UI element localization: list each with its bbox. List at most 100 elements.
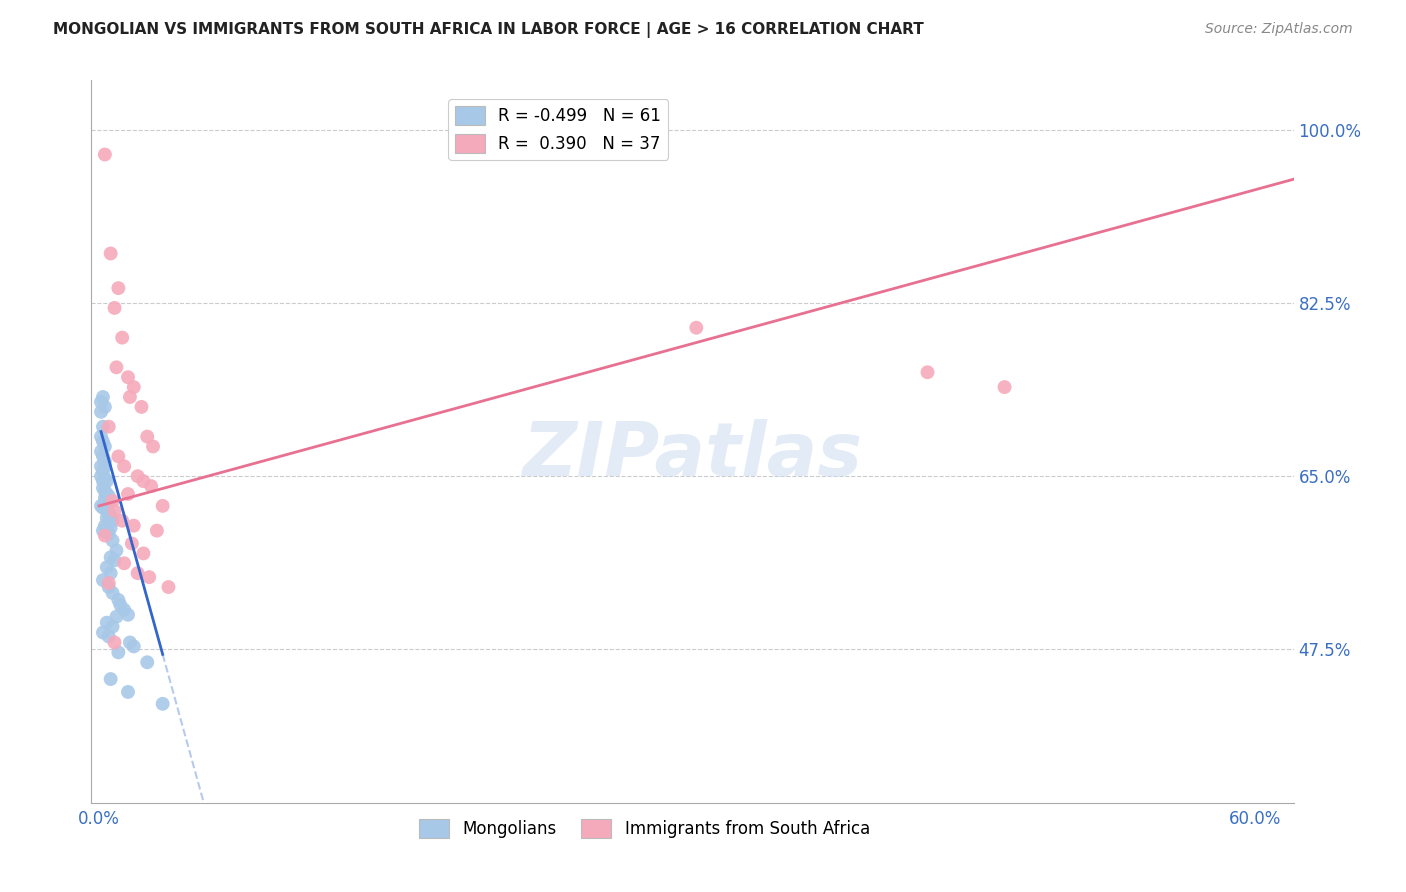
Point — [91, 625, 114, 640]
Point — [97, 526, 120, 541]
Point — [94, 400, 117, 414]
Legend: Mongolians, Immigrants from South Africa: Mongolians, Immigrants from South Africa — [412, 813, 876, 845]
Point — [103, 301, 125, 315]
Point — [107, 593, 129, 607]
Point — [112, 556, 135, 570]
Point — [97, 419, 120, 434]
Point — [91, 464, 114, 478]
Point — [118, 635, 141, 649]
Point — [122, 380, 145, 394]
Point — [94, 147, 117, 161]
Point — [90, 459, 112, 474]
Point — [94, 454, 117, 468]
Point — [993, 380, 1015, 394]
Point — [105, 360, 128, 375]
Point — [91, 573, 114, 587]
Point — [103, 635, 125, 649]
Text: Source: ZipAtlas.com: Source: ZipAtlas.com — [1205, 22, 1353, 37]
Point — [91, 390, 114, 404]
Point — [90, 444, 112, 458]
Point — [103, 553, 125, 567]
Point — [121, 536, 143, 550]
Point — [94, 518, 117, 533]
Point — [100, 672, 122, 686]
Point — [90, 405, 112, 419]
Point — [110, 598, 132, 612]
Point — [91, 434, 114, 449]
Point — [91, 474, 114, 488]
Point — [117, 487, 139, 501]
Point — [132, 474, 155, 488]
Point — [112, 603, 135, 617]
Point — [117, 370, 139, 384]
Point — [117, 607, 139, 622]
Point — [90, 469, 112, 483]
Point — [127, 566, 149, 581]
Point — [132, 546, 155, 560]
Point — [139, 479, 162, 493]
Point — [101, 619, 124, 633]
Point — [157, 580, 180, 594]
Point — [91, 419, 114, 434]
Point — [97, 576, 120, 591]
Point — [112, 459, 135, 474]
Point — [96, 494, 118, 508]
Point — [105, 609, 128, 624]
Point — [152, 697, 174, 711]
Point — [91, 524, 114, 538]
Point — [107, 450, 129, 464]
Point — [917, 365, 939, 379]
Point — [90, 395, 112, 409]
Text: MONGOLIAN VS IMMIGRANTS FROM SOUTH AFRICA IN LABOR FORCE | AGE > 16 CORRELATION : MONGOLIAN VS IMMIGRANTS FROM SOUTH AFRIC… — [53, 22, 924, 38]
Point — [122, 640, 145, 654]
Point — [685, 320, 707, 334]
Point — [105, 543, 128, 558]
Point — [111, 514, 134, 528]
Point — [97, 497, 120, 511]
Point — [97, 630, 120, 644]
Point — [101, 494, 124, 508]
Point — [97, 580, 120, 594]
Point — [146, 524, 169, 538]
Point — [100, 508, 122, 523]
Point — [152, 499, 174, 513]
Point — [100, 521, 122, 535]
Point — [94, 459, 117, 474]
Point — [96, 510, 118, 524]
Point — [96, 560, 118, 574]
Point — [91, 500, 114, 515]
Point — [90, 429, 112, 443]
Point — [90, 499, 112, 513]
Point — [127, 469, 149, 483]
Point — [94, 440, 117, 454]
Point — [96, 504, 118, 518]
Point — [91, 450, 114, 464]
Point — [94, 471, 117, 485]
Point — [117, 685, 139, 699]
Point — [111, 330, 134, 344]
Point — [101, 514, 124, 528]
Point — [101, 586, 124, 600]
Point — [100, 566, 122, 581]
Point — [136, 655, 159, 669]
Point — [118, 390, 141, 404]
Point — [107, 281, 129, 295]
Point — [96, 487, 118, 501]
Point — [136, 429, 159, 443]
Point — [97, 489, 120, 503]
Point — [142, 440, 165, 454]
Point — [100, 550, 122, 565]
Point — [101, 533, 124, 548]
Point — [107, 645, 129, 659]
Point — [103, 504, 125, 518]
Point — [96, 615, 118, 630]
Point — [96, 474, 118, 488]
Point — [94, 483, 117, 498]
Point — [97, 507, 120, 521]
Point — [94, 528, 117, 542]
Text: ZIPatlas: ZIPatlas — [523, 419, 862, 492]
Point — [122, 518, 145, 533]
Point — [138, 570, 160, 584]
Point — [94, 491, 117, 505]
Point — [131, 400, 153, 414]
